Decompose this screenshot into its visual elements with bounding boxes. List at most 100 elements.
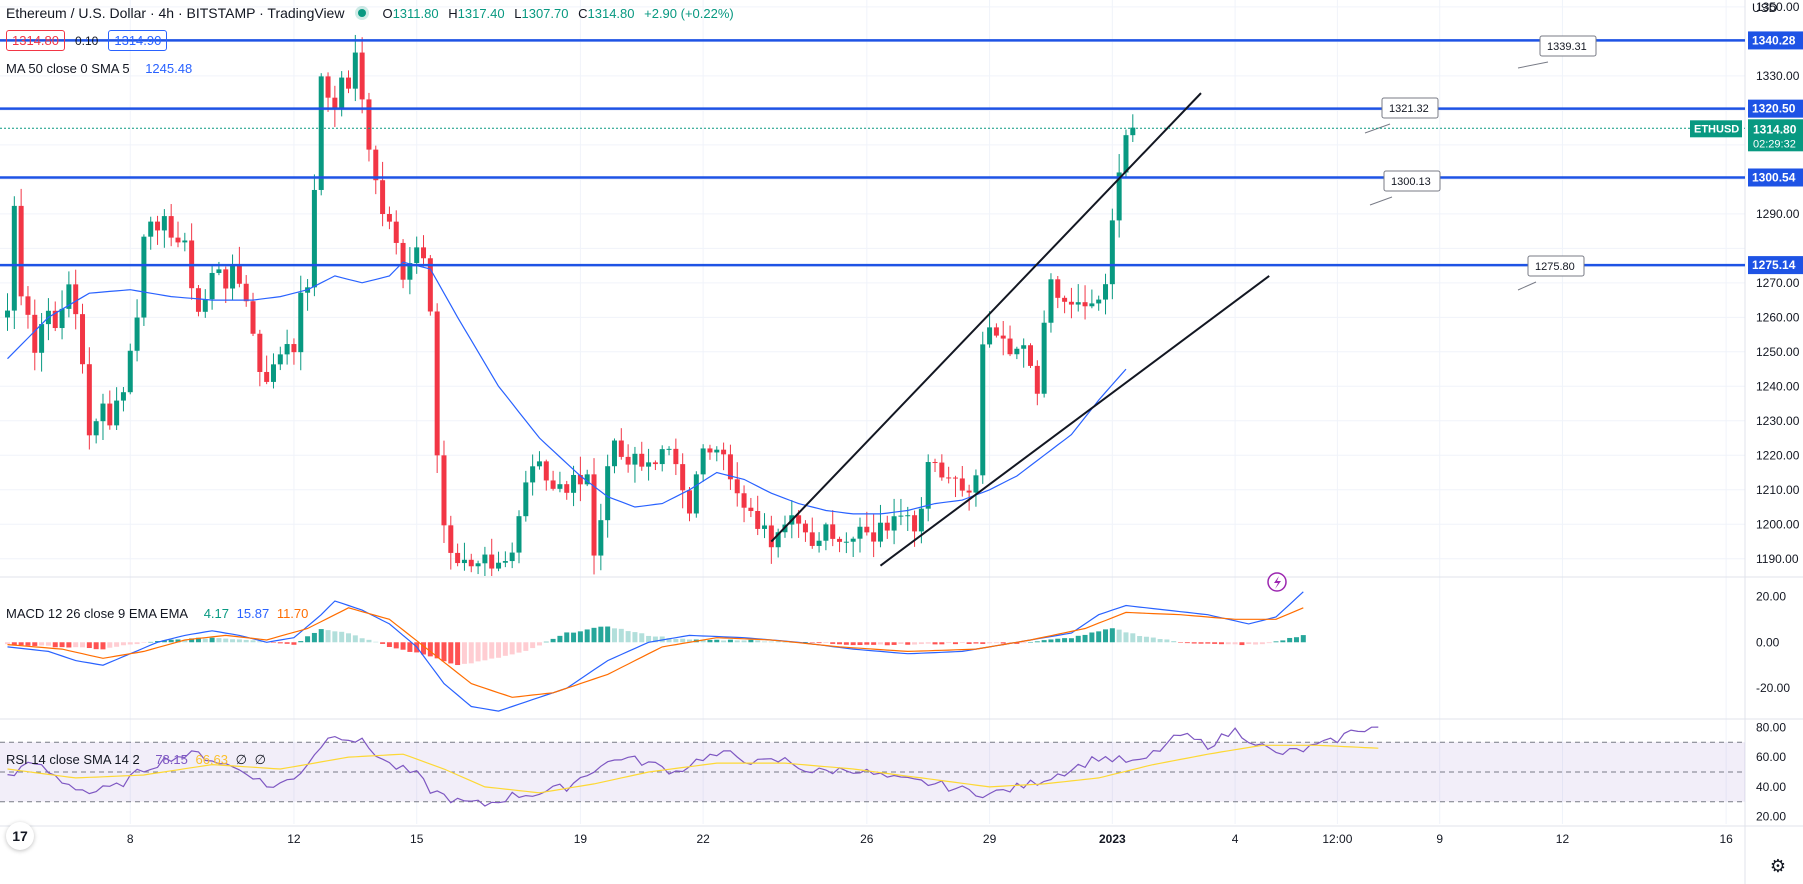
candle — [86, 347, 92, 450]
candle-body — [120, 392, 126, 401]
macd-histogram-bar — [305, 636, 311, 643]
candle — [311, 174, 317, 297]
macd-histogram-bar — [530, 642, 536, 649]
candle-body — [755, 510, 761, 529]
macd-histogram-bar — [898, 642, 904, 644]
candle-body — [1109, 220, 1115, 285]
candle — [598, 503, 604, 571]
candle — [898, 498, 904, 526]
candle-body — [946, 477, 952, 479]
macd-histogram-bar — [721, 640, 727, 643]
chart-header: Ethereum / U.S. Dollar · 4h · BITSTAMP ·… — [6, 5, 740, 21]
symbol-label: ETHUSD — [1694, 123, 1739, 135]
time-tick-label: 12 — [1556, 832, 1570, 846]
ohlc-value: 1317.40 — [457, 5, 505, 21]
macd-histogram-bar — [346, 633, 351, 643]
macd-histogram-bar — [114, 642, 120, 647]
candle-body — [93, 421, 99, 436]
candle-body — [161, 216, 167, 231]
rsi-extra-value: ∅ — [235, 752, 247, 767]
candle — [25, 286, 31, 329]
time-tick-label: 4 — [1232, 832, 1239, 846]
candle — [73, 269, 79, 330]
macd-histogram-bar — [802, 641, 808, 643]
ma-legend[interactable]: MA 50 close 0 SMA 5 1245.48 — [6, 61, 196, 76]
buy-button[interactable]: 1314.90 — [108, 30, 168, 51]
rsi-tick-label: 60.00 — [1756, 750, 1786, 764]
candle — [864, 511, 870, 536]
candle-body — [59, 308, 65, 329]
candle-body — [571, 474, 577, 493]
candle-body — [250, 301, 256, 334]
candle — [1075, 284, 1081, 312]
candle-body — [209, 272, 215, 300]
candle — [734, 462, 740, 507]
price-tick-label: 1350.00 — [1756, 0, 1800, 14]
candle-body — [339, 77, 345, 109]
macd-histogram-bar — [536, 642, 542, 646]
macd-histogram-bar — [884, 642, 890, 646]
macd-histogram-bar — [441, 642, 447, 662]
macd-histogram-bar — [523, 642, 529, 651]
ohlc-label: C — [578, 5, 588, 21]
macd-histogram-bar — [318, 629, 324, 643]
candle — [284, 329, 290, 365]
macd-legend[interactable]: MACD 12 26 close 9 EMA EMA 4.17 15.87 11… — [6, 606, 312, 621]
candle — [843, 532, 849, 554]
rsi-tick-label: 80.00 — [1756, 720, 1786, 734]
candle-body — [591, 474, 597, 556]
macd-histogram-bar — [291, 642, 297, 645]
gear-icon[interactable]: ⚙ — [1769, 856, 1787, 876]
candle — [366, 92, 372, 162]
candle — [693, 471, 699, 518]
macd-histogram-bar — [32, 642, 38, 646]
candle — [987, 311, 993, 348]
candle — [652, 460, 658, 471]
ohlc-value: 1307.70 — [521, 5, 569, 21]
candle — [359, 37, 365, 114]
macd-histogram-bar — [673, 638, 679, 643]
candle-body — [1089, 303, 1095, 307]
candle-body — [407, 263, 413, 280]
macd-histogram-bar — [195, 637, 201, 643]
tradingview-logo-icon[interactable]: 17 — [6, 822, 34, 850]
macd-histogram-bar — [1300, 635, 1306, 643]
price-tick-label: 1240.00 — [1756, 379, 1800, 393]
price-change: +2.90 (+0.22%) — [644, 5, 734, 21]
candle — [32, 299, 38, 371]
macd-histogram-bar — [100, 642, 106, 650]
macd-histogram-bar — [837, 642, 843, 645]
candle — [741, 485, 747, 523]
candle-body — [762, 525, 768, 529]
macd-histogram-bar — [1109, 628, 1115, 643]
candle — [625, 444, 631, 473]
sell-button[interactable]: 1314.80 — [6, 30, 65, 51]
candle-body — [195, 288, 201, 312]
candle-body — [421, 247, 427, 259]
macd-histogram-bar — [1232, 642, 1238, 645]
candle-body — [270, 364, 276, 382]
callout-box — [1539, 35, 1597, 57]
candle-body — [168, 216, 174, 238]
macd-histogram-bar — [448, 642, 454, 664]
candle — [1123, 129, 1129, 178]
macd-histogram-bar — [1075, 635, 1081, 643]
candle — [707, 444, 713, 460]
macd-tick-label: -20.00 — [1756, 681, 1790, 695]
macd-histogram-bar — [421, 642, 427, 655]
level-price-tag — [1748, 99, 1803, 118]
candle-body — [284, 344, 290, 355]
candle — [687, 487, 692, 522]
candle-body — [400, 242, 406, 280]
candle — [939, 454, 945, 481]
rsi-legend[interactable]: RSI 14 close SMA 14 2 78.15 66.63 ∅ ∅ — [6, 752, 270, 768]
candle-body — [884, 522, 890, 531]
currency-label[interactable]: USD — [1752, 1, 1778, 15]
symbol-title[interactable]: Ethereum / U.S. Dollar · 4h · BITSTAMP ·… — [6, 5, 345, 21]
macd-histogram-bar — [632, 632, 638, 643]
candle — [550, 470, 556, 491]
candle — [489, 538, 495, 576]
macd-histogram-bar — [366, 639, 372, 643]
candle-body — [291, 344, 297, 353]
